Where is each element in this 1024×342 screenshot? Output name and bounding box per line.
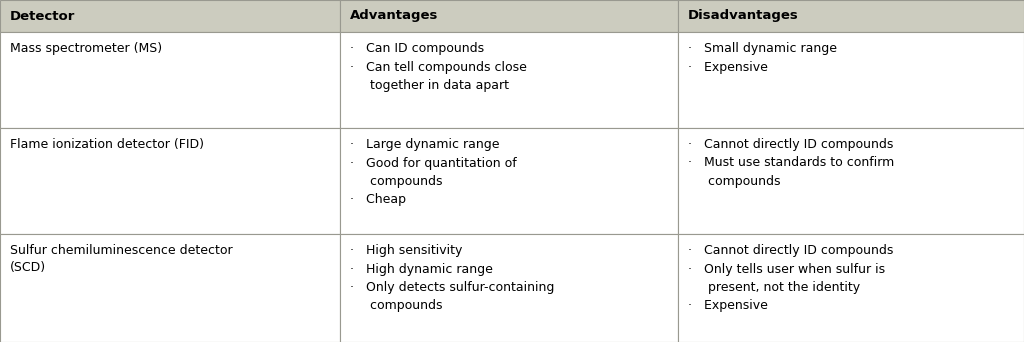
Text: ·   Can ID compounds
·   Can tell compounds close
     together in data apart: · Can ID compounds · Can tell compounds …: [350, 42, 527, 92]
Bar: [678, 128, 1024, 234]
Bar: [0, 128, 340, 234]
Bar: [0, 32, 340, 128]
Text: Detector: Detector: [10, 10, 76, 23]
Text: ·   Cannot directly ID compounds
·   Only tells user when sulfur is
     present: · Cannot directly ID compounds · Only te…: [688, 244, 893, 313]
Bar: [678, 234, 1024, 342]
Bar: [340, 32, 678, 128]
Text: ·   Cannot directly ID compounds
·   Must use standards to confirm
     compound: · Cannot directly ID compounds · Must us…: [688, 138, 894, 188]
Bar: [0, 234, 340, 342]
Bar: [340, 234, 678, 342]
Text: ·   High sensitivity
·   High dynamic range
·   Only detects sulfur-containing
 : · High sensitivity · High dynamic range …: [350, 244, 554, 313]
Bar: [340, 128, 678, 234]
Bar: [340, 0, 678, 32]
Text: Advantages: Advantages: [350, 10, 438, 23]
Text: Mass spectrometer (MS): Mass spectrometer (MS): [10, 42, 162, 55]
Text: Disadvantages: Disadvantages: [688, 10, 799, 23]
Bar: [678, 0, 1024, 32]
Text: Flame ionization detector (FID): Flame ionization detector (FID): [10, 138, 204, 151]
Text: Sulfur chemiluminescence detector
(SCD): Sulfur chemiluminescence detector (SCD): [10, 244, 232, 274]
Bar: [0, 0, 340, 32]
Text: ·   Large dynamic range
·   Good for quantitation of
     compounds
·   Cheap: · Large dynamic range · Good for quantit…: [350, 138, 517, 207]
Text: ·   Small dynamic range
·   Expensive: · Small dynamic range · Expensive: [688, 42, 837, 74]
Bar: [678, 32, 1024, 128]
